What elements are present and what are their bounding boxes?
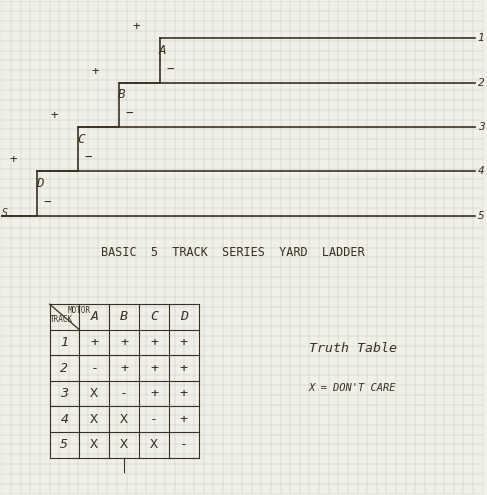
Text: 5: 5 bbox=[478, 210, 485, 220]
Text: X: X bbox=[120, 439, 128, 451]
Text: +: + bbox=[120, 336, 128, 349]
Text: B: B bbox=[118, 89, 126, 101]
Text: −: − bbox=[125, 107, 132, 120]
Text: 3: 3 bbox=[478, 122, 485, 132]
Text: BASIC  5  TRACK  SERIES  YARD  LADDER: BASIC 5 TRACK SERIES YARD LADDER bbox=[101, 246, 364, 259]
Text: −: − bbox=[84, 151, 92, 164]
Text: +: + bbox=[180, 387, 188, 400]
Text: +: + bbox=[180, 361, 188, 375]
Text: +: + bbox=[90, 336, 98, 349]
Text: +: + bbox=[51, 109, 58, 122]
Text: A: A bbox=[159, 44, 167, 57]
Text: D: D bbox=[180, 310, 188, 323]
Text: -: - bbox=[180, 439, 188, 451]
Text: −: − bbox=[43, 196, 51, 209]
Text: -: - bbox=[150, 413, 158, 426]
Text: -: - bbox=[90, 361, 98, 375]
Text: +: + bbox=[150, 336, 158, 349]
Text: C: C bbox=[150, 310, 158, 323]
Text: C: C bbox=[77, 133, 85, 146]
Text: 5: 5 bbox=[60, 439, 69, 451]
Text: 2: 2 bbox=[60, 361, 69, 375]
Text: X: X bbox=[90, 387, 98, 400]
Text: +: + bbox=[132, 20, 140, 34]
Text: +: + bbox=[120, 361, 128, 375]
Text: 2: 2 bbox=[478, 78, 485, 88]
Text: 4: 4 bbox=[60, 413, 69, 426]
Text: 3: 3 bbox=[60, 387, 69, 400]
Text: TRACK: TRACK bbox=[50, 315, 73, 324]
Text: −: − bbox=[166, 63, 173, 76]
Text: 1: 1 bbox=[478, 33, 485, 43]
Text: 4: 4 bbox=[478, 166, 485, 176]
Text: +: + bbox=[150, 387, 158, 400]
Text: X: X bbox=[90, 413, 98, 426]
Text: Truth Table: Truth Table bbox=[309, 342, 397, 355]
Text: +: + bbox=[10, 153, 17, 166]
Text: -: - bbox=[120, 387, 128, 400]
Text: S: S bbox=[2, 208, 8, 218]
Text: X: X bbox=[90, 439, 98, 451]
Text: D: D bbox=[36, 177, 44, 190]
Text: +: + bbox=[180, 413, 188, 426]
Text: A: A bbox=[90, 310, 98, 323]
Text: +: + bbox=[150, 361, 158, 375]
Text: X: X bbox=[120, 413, 128, 426]
Text: MOTOR: MOTOR bbox=[68, 306, 91, 315]
Text: B: B bbox=[120, 310, 128, 323]
Text: +: + bbox=[180, 336, 188, 349]
Text: X = DON'T CARE: X = DON'T CARE bbox=[309, 383, 396, 393]
Text: 1: 1 bbox=[60, 336, 69, 349]
Text: +: + bbox=[92, 65, 99, 78]
Text: X: X bbox=[150, 439, 158, 451]
